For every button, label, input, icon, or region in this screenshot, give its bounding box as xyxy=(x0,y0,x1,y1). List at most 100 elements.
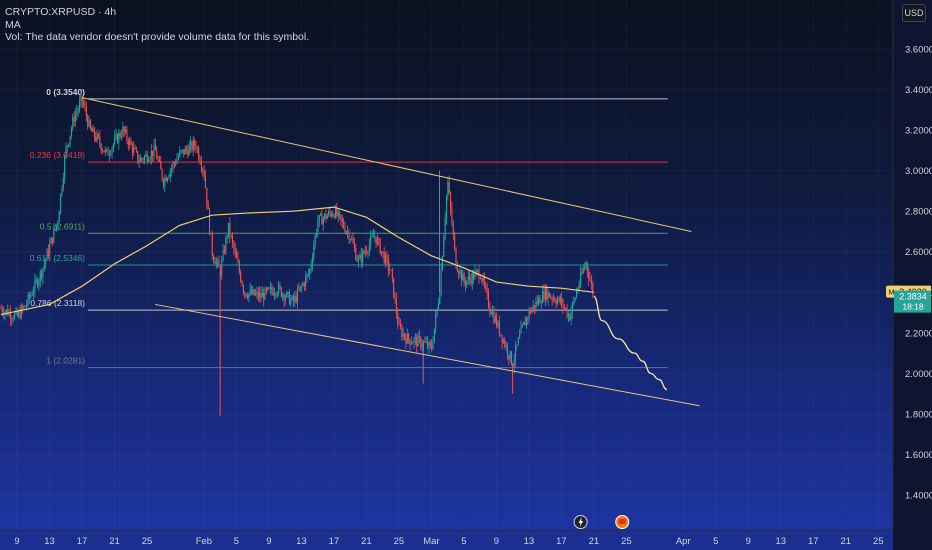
candle-body xyxy=(333,214,335,218)
x-tick-label: Feb xyxy=(196,536,212,547)
candle-body xyxy=(571,302,574,312)
candle-body xyxy=(256,291,258,294)
candle-body xyxy=(344,227,346,233)
candle-body xyxy=(540,302,542,304)
candle-body xyxy=(157,158,159,160)
candle-body xyxy=(439,294,441,304)
candle-body xyxy=(187,150,189,156)
candle-body xyxy=(30,295,32,298)
candle-body xyxy=(454,234,456,248)
candle-body xyxy=(544,287,546,300)
candle-body xyxy=(160,161,162,170)
candle-body xyxy=(9,311,12,319)
candle-body xyxy=(74,114,77,122)
y-tick-label: 2.0000 xyxy=(905,369,932,380)
candle-body xyxy=(133,147,135,153)
candle-body xyxy=(539,298,541,304)
candle-body xyxy=(237,258,239,263)
candle-body xyxy=(73,117,75,122)
candle-body xyxy=(561,298,563,303)
candle-body xyxy=(320,213,322,216)
candle-body xyxy=(586,262,588,272)
candle-body xyxy=(374,236,376,238)
x-tick-label: Apr xyxy=(676,536,691,547)
candle-body xyxy=(149,158,151,161)
candle-body xyxy=(242,285,244,292)
candle-body xyxy=(502,339,504,343)
candle-body xyxy=(51,237,54,243)
candle-body xyxy=(123,127,125,133)
candle-body xyxy=(574,297,576,300)
candle-body xyxy=(451,208,453,225)
candle-body xyxy=(34,280,36,292)
candle-body xyxy=(527,317,529,319)
candle-body xyxy=(162,179,165,186)
candle-body xyxy=(440,269,442,295)
candle-body xyxy=(420,337,422,347)
candle-body xyxy=(245,294,247,297)
candle-body xyxy=(43,263,45,268)
candle-body xyxy=(565,307,567,309)
candle-body xyxy=(139,158,142,163)
candle-body xyxy=(275,293,277,295)
candle-body xyxy=(229,222,231,237)
candle-body xyxy=(558,297,560,300)
candle-body xyxy=(328,211,330,216)
candle-body xyxy=(302,283,304,286)
candle-body xyxy=(353,243,355,248)
candle-body xyxy=(418,335,420,338)
candle-body xyxy=(222,250,224,261)
candle-body xyxy=(548,292,550,298)
candle-body xyxy=(519,333,521,339)
candle-body xyxy=(134,147,136,149)
candle-body xyxy=(525,317,527,326)
candle-body xyxy=(555,301,557,304)
candle-body xyxy=(206,187,208,205)
x-tick-label: 9 xyxy=(746,536,751,547)
x-tick-label: Mar xyxy=(423,536,439,547)
candle-body xyxy=(250,289,253,295)
ma-legend[interactable]: MA xyxy=(5,19,21,31)
ma-path xyxy=(0,206,594,316)
candle-body xyxy=(282,294,284,297)
candle-body xyxy=(179,150,181,157)
candle-body xyxy=(367,251,369,253)
candle-body xyxy=(60,193,62,212)
event-icons xyxy=(573,515,630,529)
candle-body xyxy=(176,158,178,164)
candle-body xyxy=(468,276,471,279)
candle-body xyxy=(116,134,119,143)
candle-body xyxy=(334,207,337,218)
candle-body xyxy=(16,310,18,316)
trendlines[interactable] xyxy=(81,97,700,407)
x-tick-label: 17 xyxy=(808,536,819,547)
candle-body xyxy=(366,251,368,253)
candle-body xyxy=(497,321,499,327)
candle-body xyxy=(241,281,243,286)
candle-body xyxy=(376,238,379,245)
x-tick-label: 25 xyxy=(873,536,884,547)
candle-body xyxy=(0,308,2,310)
candle-body xyxy=(167,178,169,181)
candle-body xyxy=(464,282,467,285)
currency-button[interactable]: USD xyxy=(902,4,926,22)
x-tick-label: 25 xyxy=(621,536,632,547)
candle-body xyxy=(492,311,494,315)
candle-body xyxy=(390,269,392,271)
candle-body xyxy=(169,170,171,177)
candle-body xyxy=(473,273,475,280)
candle-body xyxy=(234,249,236,253)
candle-body xyxy=(559,297,561,303)
candle-body xyxy=(329,211,331,214)
candle-body xyxy=(12,318,14,320)
candle-body xyxy=(93,128,95,137)
candle-body xyxy=(470,278,472,284)
candle-body xyxy=(11,318,13,320)
candle-body xyxy=(78,101,81,110)
last-price-text: 2.3834 xyxy=(899,292,927,302)
candle-body xyxy=(158,159,160,162)
candle-body xyxy=(345,231,347,233)
candle-body xyxy=(70,128,72,136)
candle-body xyxy=(214,260,216,265)
